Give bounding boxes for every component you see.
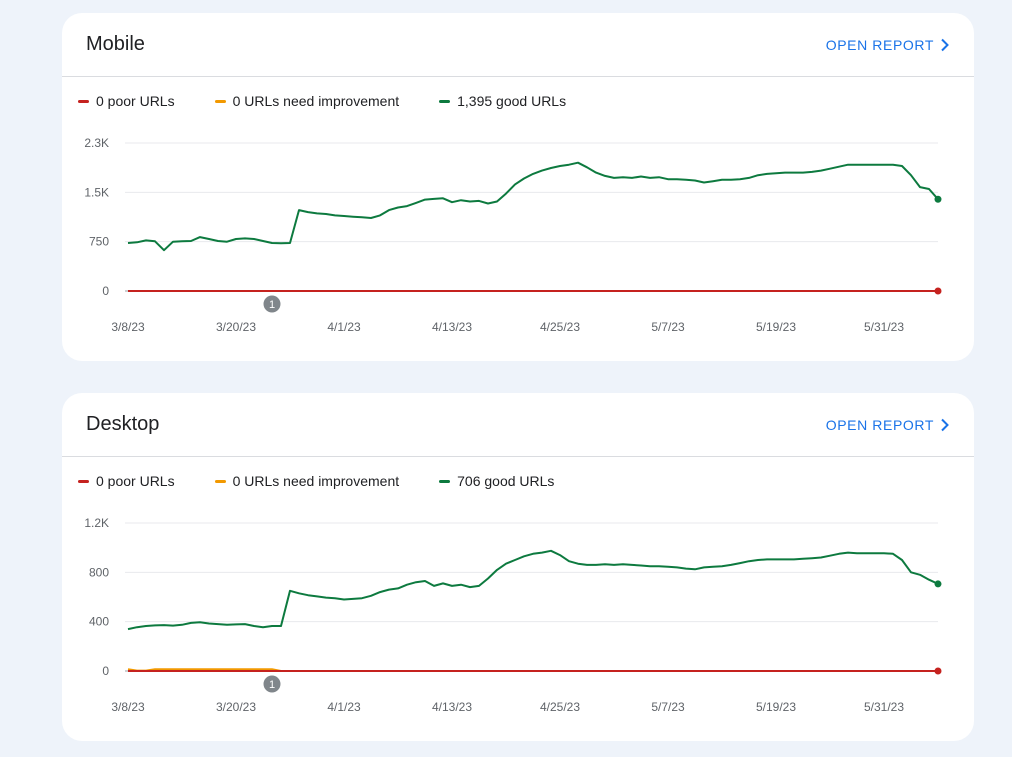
x-tick-label: 4/25/23 [540,700,580,714]
x-tick-label: 3/8/23 [111,700,145,714]
legend-label-good: 1,395 good URLs [457,93,567,109]
annotation-marker: 1 [263,295,281,313]
desktop-open-report-button[interactable]: OPEN REPORT [826,417,950,433]
x-tick-label: 3/20/23 [216,320,256,334]
mobile-open-report-button[interactable]: OPEN REPORT [826,37,950,53]
x-tick-label: 4/13/23 [432,700,472,714]
legend-label-needs-improvement: 0 URLs need improvement [232,93,400,109]
legend-label-needs-improvement: 0 URLs need improvement [232,473,400,489]
series-line-good [127,161,939,252]
annotation-label: 1 [269,299,275,311]
legend-item-poor[interactable]: 0 poor URLs [78,93,175,109]
y-tick-label: 0 [102,284,109,298]
y-tick-label: 1.2K [84,516,109,530]
legend-label-poor: 0 poor URLs [96,473,175,489]
x-tick-label: 4/1/23 [327,320,361,334]
series-end-point [934,580,942,588]
x-tick-label: 5/7/23 [651,320,685,334]
chevron-right-icon [941,38,949,52]
series-line-good [127,549,939,631]
x-tick-label: 5/7/23 [651,700,685,714]
good-swatch [439,479,451,483]
mobile-card-title: Mobile [86,33,145,55]
x-tick-label: 3/8/23 [111,320,145,334]
poor-swatch [78,479,89,483]
y-tick-label: 0 [102,664,109,678]
poor-swatch [78,99,89,103]
y-tick-label: 1.5K [84,185,109,199]
legend-item-good[interactable]: 1,395 good URLs [439,93,566,109]
desktop-card-title: Desktop [86,413,160,435]
desktop-legend: 0 poor URLs 0 URLs need improvement 706 … [78,473,554,489]
series-end-point [934,667,942,675]
annotation-label: 1 [269,679,275,691]
x-tick-label: 3/20/23 [216,700,256,714]
legend-label-poor: 0 poor URLs [96,93,175,109]
chevron-right-icon [941,418,949,432]
open-report-label: OPEN REPORT [825,417,934,433]
x-tick-label: 5/19/23 [756,320,796,334]
desktop-card: Desktop OPEN REPORT 0 poor URLs 0 URLs n… [62,393,974,741]
y-tick-label: 800 [89,565,109,579]
annotation-circle [263,675,281,693]
legend-item-needs-improvement[interactable]: 0 URLs need improvement [214,93,400,109]
legend-item-needs-improvement[interactable]: 0 URLs need improvement [214,473,400,489]
needs-improvement-swatch [214,99,226,103]
annotation-marker: 1 [263,675,281,693]
annotation-circle [263,295,281,313]
x-tick-label: 5/31/23 [864,320,904,334]
x-tick-label: 5/19/23 [756,700,796,714]
open-report-label: OPEN REPORT [825,37,934,53]
y-tick-label: 750 [89,235,109,249]
mobile-chart: 0 750 1.5K 2.3K 3/8/23 3/20/23 4/1/23 4/13/23 4/… [84,136,942,334]
desktop-chart: 0 400 800 1.2K 3/8/23 3/20/23 4/1/23 4/13/23 4/2… [84,516,942,714]
legend-item-good[interactable]: 706 good URLs [439,473,554,489]
x-tick-label: 4/13/23 [432,320,472,334]
needs-improvement-swatch [214,479,226,483]
series-end-point [934,287,942,295]
x-tick-label: 5/31/23 [864,700,904,714]
legend-item-poor[interactable]: 0 poor URLs [78,473,175,489]
x-tick-label: 4/25/23 [540,320,580,334]
mobile-card: Mobile OPEN REPORT 0 poor URLs 0 URLs ne… [62,13,974,361]
desktop-card-header: Desktop OPEN REPORT [62,393,974,457]
x-tick-label: 4/1/23 [327,700,361,714]
y-tick-label: 2.3K [84,136,109,150]
legend-label-good: 706 good URLs [457,473,555,489]
series-end-point [934,195,942,203]
good-swatch [439,99,451,103]
mobile-legend: 0 poor URLs 0 URLs need improvement 1,39… [78,93,566,109]
mobile-card-header: Mobile OPEN REPORT [62,13,974,77]
y-tick-label: 400 [89,615,109,629]
